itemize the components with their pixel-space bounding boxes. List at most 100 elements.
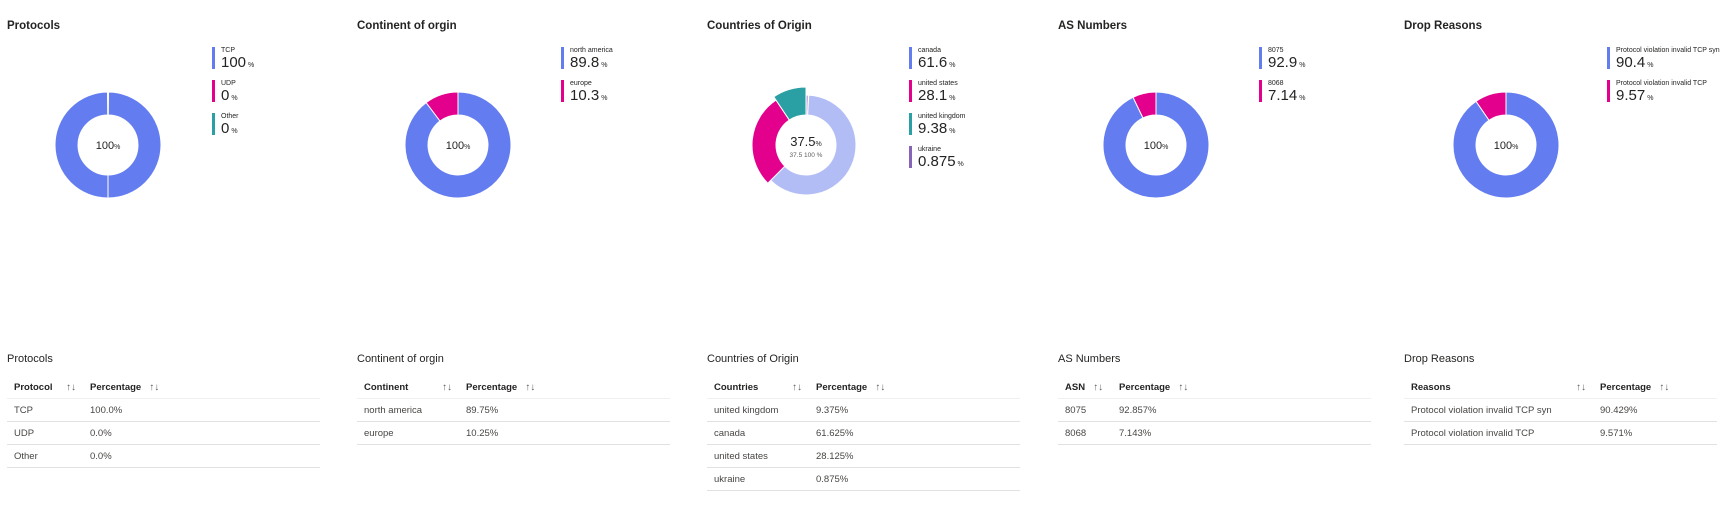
- legend-label: europe: [570, 80, 592, 87]
- legend-label: 8068: [1268, 80, 1284, 87]
- table-row[interactable]: united kingdom 9.375%: [707, 398, 1020, 422]
- sort-icon[interactable]: ↑↓: [442, 381, 452, 393]
- table-row[interactable]: 8068 7.143%: [1058, 421, 1371, 445]
- legend-item[interactable]: europe 10.3%: [561, 79, 613, 111]
- slice-protocol-violation-invalid-tcp-syn[interactable]: [1452, 91, 1560, 199]
- donut-chart[interactable]: 37.5% 37.5 100 %: [741, 80, 871, 210]
- legend-value-row: 61.6%: [918, 55, 965, 74]
- row-label: Protocol violation invalid TCP: [1404, 421, 1593, 445]
- legend-color-swatch: [909, 47, 912, 69]
- slice-united-kingdom[interactable]: [773, 86, 807, 121]
- center-unit: %: [464, 144, 470, 151]
- legend-item[interactable]: ukraine 0.875%: [909, 145, 965, 177]
- center-value: 100%: [1494, 140, 1519, 152]
- column-header-percentage[interactable]: Percentage ↑↓: [809, 376, 1020, 399]
- chart-legend: TCP 100% UDP 0% Other 0%: [212, 46, 254, 145]
- table-row[interactable]: ukraine 0.875%: [707, 467, 1020, 491]
- legend-item[interactable]: canada 61.6%: [909, 46, 965, 78]
- legend-item[interactable]: 8068 7.14%: [1259, 79, 1305, 111]
- slice-8068[interactable]: [1132, 91, 1157, 119]
- legend-color-swatch: [1259, 80, 1262, 102]
- table-row[interactable]: Other 0.0%: [7, 444, 320, 468]
- sort-icon[interactable]: ↑↓: [149, 381, 160, 393]
- row-label: canada: [707, 421, 809, 445]
- table-row[interactable]: 8075 92.857%: [1058, 398, 1371, 422]
- column-header-asn[interactable]: ASN ↑↓: [1058, 376, 1112, 399]
- legend-value: 61.6: [918, 54, 948, 71]
- row-percentage: 9.571%: [1593, 421, 1717, 445]
- column-header-reasons[interactable]: Reasons ↑↓: [1404, 376, 1593, 399]
- table-row[interactable]: canada 61.625%: [707, 421, 1020, 445]
- legend-value-row: 89.8%: [570, 55, 613, 74]
- legend-color-swatch: [212, 80, 215, 102]
- legend-item[interactable]: north america 89.8%: [561, 46, 613, 78]
- column-header-percentage[interactable]: Percentage ↑↓: [83, 376, 320, 399]
- legend-item[interactable]: 8075 92.9%: [1259, 46, 1305, 78]
- legend-value-row: 9.38%: [918, 121, 965, 140]
- legend-item[interactable]: Protocol violation invalid TCP syn 90.4%: [1607, 46, 1720, 78]
- table-row[interactable]: Protocol violation invalid TCP syn 90.429…: [1404, 398, 1717, 422]
- legend-color-swatch: [909, 80, 912, 102]
- donut-chart[interactable]: 100%: [43, 80, 173, 210]
- legend-value-row: 9.57%: [1616, 88, 1720, 107]
- center-unit: %: [1512, 144, 1518, 151]
- table-row[interactable]: TCP 100.0%: [7, 398, 320, 422]
- chart-legend: canada 61.6% united states 28.1% united king…: [909, 46, 965, 178]
- legend-unit: %: [957, 161, 964, 168]
- sort-icon[interactable]: ↑↓: [792, 381, 802, 393]
- center-value: 37.5%: [790, 134, 822, 149]
- slice-north-america[interactable]: [404, 91, 512, 199]
- table-row[interactable]: Protocol violation invalid TCP 9.571%: [1404, 421, 1717, 445]
- sort-icon[interactable]: ↑↓: [1576, 381, 1586, 393]
- legend-value-row: 92.9%: [1268, 55, 1305, 74]
- row-percentage: 61.625%: [809, 421, 1020, 445]
- legend-item[interactable]: Other 0%: [212, 112, 254, 144]
- column-header-countries[interactable]: Countries ↑↓: [707, 376, 809, 399]
- column-header-continent[interactable]: Continent ↑↓: [357, 376, 459, 399]
- sort-icon[interactable]: ↑↓: [1093, 381, 1104, 393]
- legend-unit: %: [949, 62, 956, 69]
- chart-legend: north america 89.8% europe 10.3%: [561, 46, 613, 112]
- donut-chart[interactable]: 100%: [393, 80, 523, 210]
- legend-color-swatch: [561, 80, 564, 102]
- sort-icon[interactable]: ↑↓: [875, 381, 886, 393]
- table-row[interactable]: united states 28.125%: [707, 444, 1020, 468]
- table-row[interactable]: europe 10.25%: [357, 421, 670, 445]
- slice-tcp[interactable]: [54, 91, 162, 199]
- sort-icon[interactable]: ↑↓: [66, 381, 76, 393]
- legend-unit: %: [248, 62, 255, 69]
- center-number: 100: [96, 140, 114, 152]
- table-row[interactable]: UDP 0.0%: [7, 421, 320, 445]
- row-label: Other: [7, 444, 83, 468]
- sort-icon[interactable]: ↑↓: [1178, 381, 1189, 393]
- slice-canada[interactable]: [769, 94, 857, 196]
- legend-value-row: 28.1%: [918, 88, 965, 107]
- donut-chart[interactable]: 100%: [1441, 80, 1571, 210]
- legend-item[interactable]: united kingdom 9.38%: [909, 112, 965, 144]
- legend-unit: %: [601, 95, 608, 102]
- sort-icon[interactable]: ↑↓: [1659, 381, 1670, 393]
- column-header-percentage[interactable]: Percentage ↑↓: [459, 376, 670, 399]
- legend-value: 0: [221, 120, 230, 137]
- legend-item[interactable]: UDP 0%: [212, 79, 254, 111]
- slice-8075[interactable]: [1102, 91, 1210, 199]
- table-title: Drop Reasons: [1404, 353, 1475, 365]
- column-header-label: Percentage: [1119, 381, 1171, 393]
- column-header-percentage[interactable]: Percentage ↑↓: [1112, 376, 1371, 399]
- legend-color-swatch: [909, 146, 912, 168]
- column-header-percentage[interactable]: Percentage ↑↓: [1593, 376, 1717, 399]
- legend-value: 0: [221, 87, 230, 104]
- table-row[interactable]: north america 89.75%: [357, 398, 670, 422]
- sort-icon[interactable]: ↑↓: [525, 381, 536, 393]
- chart-panel-1: Continent of orgin 100% north america 89.8%…: [357, 0, 707, 509]
- legend-item[interactable]: TCP 100%: [212, 46, 254, 78]
- legend-value-row: 7.14%: [1268, 88, 1305, 107]
- slice-protocol-violation-invalid-tcp[interactable]: [1475, 91, 1507, 121]
- slice-europe[interactable]: [425, 91, 459, 122]
- legend-value-row: 0.875%: [918, 154, 965, 173]
- legend-value-row: 100%: [221, 55, 254, 74]
- legend-item[interactable]: united states 28.1%: [909, 79, 965, 111]
- column-header-protocol[interactable]: Protocol ↑↓: [7, 376, 83, 399]
- donut-chart[interactable]: 100%: [1091, 80, 1221, 210]
- legend-item[interactable]: Protocol violation invalid TCP 9.57%: [1607, 79, 1720, 111]
